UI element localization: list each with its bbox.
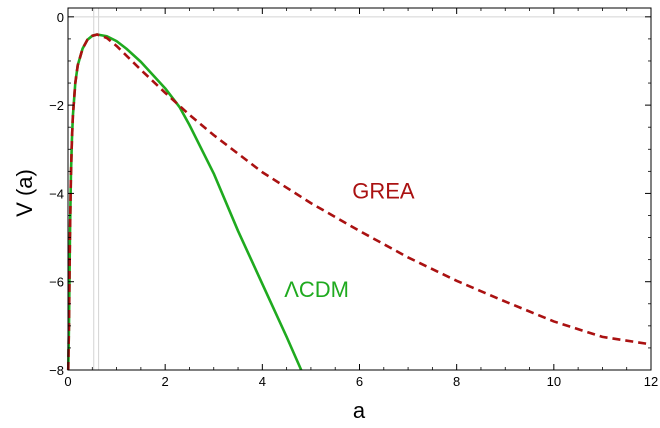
x-axis-title: a (353, 398, 366, 423)
series-annotation-1: ΛCDM (284, 277, 349, 302)
x-tick-label: 0 (64, 374, 71, 389)
y-tick-label: −6 (49, 275, 64, 290)
x-tick-label: 6 (356, 374, 363, 389)
y-axis-title: V (a) (12, 169, 37, 217)
x-tick-label: 2 (162, 374, 169, 389)
series-line-0 (66, 33, 303, 371)
y-tick-label: 0 (57, 10, 64, 25)
y-tick-label: −2 (49, 98, 64, 113)
series-line-1 (66, 33, 652, 371)
series-layer (66, 33, 652, 371)
tick-labels: 0 2 4 6 8 10 12 0 −2 −4 −6 −8 (49, 10, 658, 389)
annotations: GREA ΛCDM (284, 179, 415, 302)
y-tick-label: −8 (49, 363, 64, 378)
reference-lines (68, 8, 651, 370)
x-tick-label: 8 (453, 374, 460, 389)
y-tick-label: −4 (49, 186, 64, 201)
x-tick-label: 12 (644, 374, 658, 389)
series-annotation-0: GREA (352, 179, 415, 204)
x-tick-label: 4 (259, 374, 266, 389)
x-tick-label: 10 (547, 374, 561, 389)
ticks (67, 8, 652, 371)
